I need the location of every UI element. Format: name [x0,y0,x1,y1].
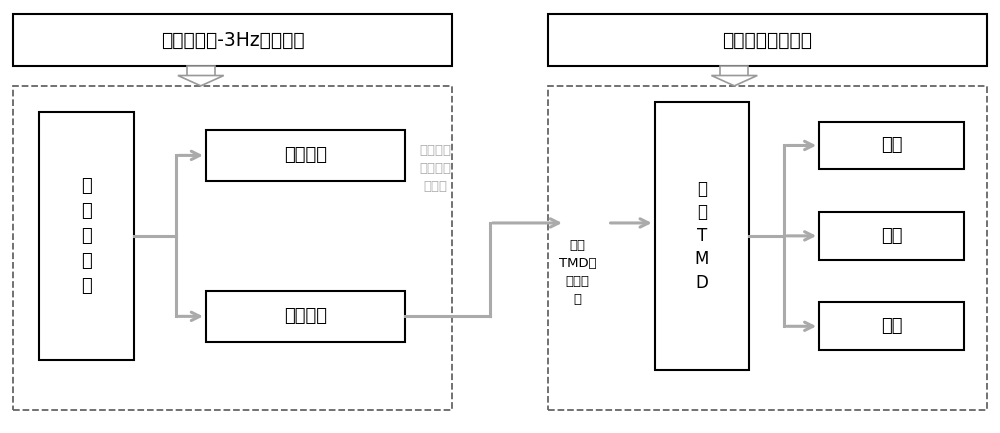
Bar [187,66,215,75]
Text: 抑制高阶涡激振动: 抑制高阶涡激振动 [722,31,812,50]
Text: 阻尼: 阻尼 [881,227,902,245]
Bar [819,212,964,260]
Bar [206,291,405,342]
Bar [548,14,987,66]
Text: 安装位置: 安装位置 [284,307,327,325]
Text: 优
化
T
M
D: 优 化 T M D [695,180,709,292]
Polygon shape [178,75,224,86]
Text: 优
化
阻
尼
器: 优 化 阻 尼 器 [81,177,92,295]
Bar [720,66,748,75]
Polygon shape [711,75,757,86]
Text: 抑制风雨振-3Hz以内模态: 抑制风雨振-3Hz以内模态 [161,31,305,50]
Text: 确定
TMD的
安装位
置: 确定 TMD的 安装位 置 [559,239,597,306]
Text: 刚度: 刚度 [881,136,902,155]
Bar [819,302,964,350]
Bar [655,102,749,370]
Bar [548,86,987,410]
Bar [819,122,964,169]
Text: 高阶涡振
振型和模
态确定: 高阶涡振 振型和模 态确定 [419,144,451,193]
Text: 质量: 质量 [881,317,902,335]
Text: 阻尼系数: 阻尼系数 [284,146,327,165]
Bar [13,14,452,66]
Bar [206,129,405,181]
Bar [13,86,452,410]
Bar [39,112,134,360]
